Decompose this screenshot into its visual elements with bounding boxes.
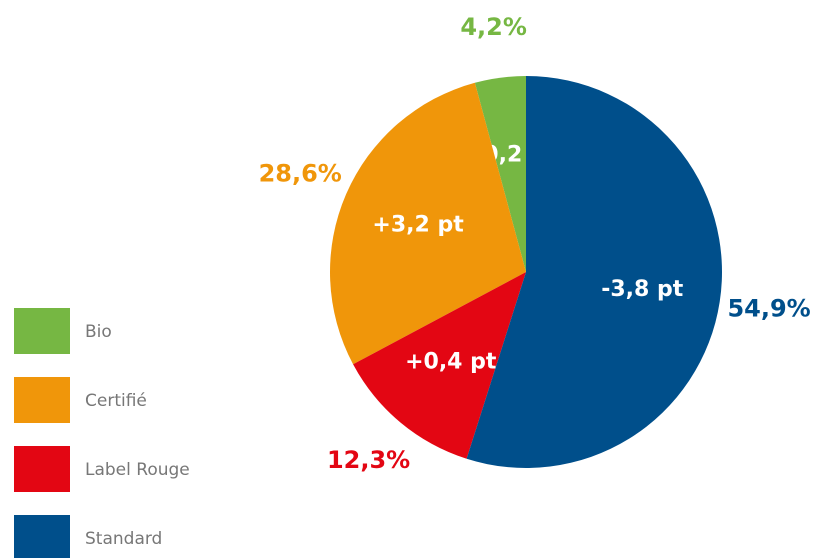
value-label: 12,3% xyxy=(327,446,410,474)
legend-label: Bio xyxy=(85,322,112,342)
legend-label: Certifié xyxy=(85,391,147,411)
legend-swatch xyxy=(14,446,70,492)
pie-slice xyxy=(474,76,526,272)
pie-slice xyxy=(329,82,526,365)
value-label: 4,2% xyxy=(460,13,527,41)
change-label: +0,4 pt xyxy=(405,349,497,374)
value-label: 54,9% xyxy=(727,295,810,323)
value-label: 28,6% xyxy=(259,159,342,187)
legend-swatch xyxy=(14,515,70,558)
pie-slice xyxy=(466,76,722,469)
change-label: +3,2 pt xyxy=(372,212,464,237)
legend-label: Label Rouge xyxy=(85,460,190,480)
legend-swatch xyxy=(14,377,70,423)
legend-label: Standard xyxy=(85,529,162,549)
change-label: -3,8 pt xyxy=(601,277,684,302)
pie-slice xyxy=(353,272,526,459)
legend-swatch xyxy=(14,308,70,354)
